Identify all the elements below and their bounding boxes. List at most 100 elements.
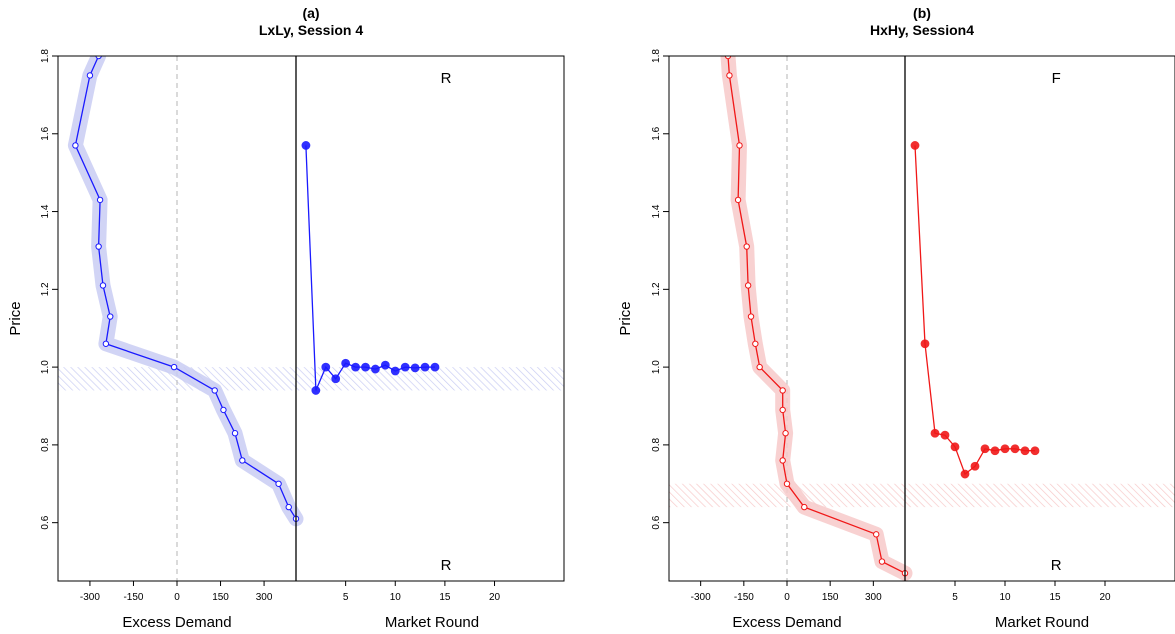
x-tick-label-left-1: -150 [123,592,143,603]
y-tick-label-0: 0.6 [651,515,662,529]
x-tick-label-right-3: 20 [1099,592,1111,603]
regime-label-bottom: R [1051,557,1062,574]
x-tick-label-left-2: 0 [784,592,790,603]
x-axis-label-left: Excess Demand [122,614,231,631]
y-tick-label-3: 1.2 [40,282,51,296]
excess-demand-point-3 [96,196,104,204]
price-point-10 [400,362,410,372]
y-tick-label-5: 1.6 [651,126,662,140]
price-point-7 [371,364,380,374]
y-tick-label-1: 0.8 [651,438,662,452]
price-point-6 [361,362,370,372]
plot-frame [668,55,1175,582]
x-tick-label-right-3: 20 [489,592,501,603]
excess-demand-point-14 [285,503,292,511]
y-tick-label-6: 1.8 [651,49,662,63]
price-point-1 [311,386,321,395]
excess-demand-point-6 [747,313,755,320]
y-tick-label-2: 1.0 [40,360,51,374]
equilibrium-band [669,483,1175,508]
excess-demand-point-13 [783,480,791,487]
x-tick-label-left-3: 150 [822,592,839,603]
excess-demand-point-4 [743,243,750,250]
x-tick-label-left-3: 150 [212,592,229,603]
price-point-3 [331,374,341,384]
excess-demand-line [727,56,906,574]
panel-label: (a) [302,5,319,21]
y-tick-label-1: 0.8 [40,438,51,452]
price-point-2 [321,362,331,372]
y-axis-label: Price [7,301,24,335]
y-tick-label-3: 1.2 [651,282,662,296]
price-point-3 [940,430,950,440]
regime-label-top: R [441,70,452,87]
price-series-line [914,145,1035,476]
price-point-10 [1010,444,1020,454]
price-point-13 [430,362,440,372]
excess-demand-point-2 [72,142,79,149]
excess-demand-point-11 [231,430,239,437]
x-axis-label-right: Market Round [385,614,479,631]
excess-demand-point-3 [734,196,742,204]
y-tick-label-4: 1.4 [651,204,662,218]
excess-demand-point-7 [102,340,110,347]
excess-demand-point-2 [736,142,743,149]
price-point-5 [351,362,360,372]
excess-demand-point-16 [878,558,886,565]
x-tick-label-right-1: 10 [999,592,1011,603]
x-tick-label-right-0: 5 [343,592,349,603]
panel-label: (b) [913,5,931,21]
excess-demand-line [74,56,297,520]
y-tick-label-0: 0.6 [40,515,51,529]
excess-demand-point-10 [220,406,227,414]
excess-demand-point-5 [744,282,752,289]
price-point-5 [960,469,970,479]
x-tick-label-left-4: 300 [256,592,273,603]
x-tick-label-left-0: -300 [691,592,711,603]
x-axis-label-left: Excess Demand [732,614,841,631]
price-point-9 [1000,444,1010,454]
price-point-12 [420,362,430,372]
x-tick-label-left-2: 0 [174,592,180,603]
price-point-4 [341,358,351,368]
excess-demand-point-8 [756,363,763,371]
price-point-4 [950,442,960,452]
regime-label-bottom: R [441,557,452,574]
excess-demand-point-1 [86,72,94,79]
x-tick-label-left-4: 300 [865,592,882,603]
excess-demand-point-15 [873,531,880,538]
x-tick-label-left-0: -300 [80,592,100,603]
excess-demand-point-9 [211,387,218,394]
excess-demand-point-13 [275,480,282,487]
chart-title: HxHy, Session4 [870,22,974,38]
excess-demand-point-4 [95,243,102,250]
price-point-8 [990,446,1000,456]
excess-demand-point-14 [801,503,808,511]
y-tick-label-5: 1.6 [40,126,51,140]
x-tick-label-left-1: -150 [734,592,754,603]
y-tick-label-4: 1.4 [40,204,51,218]
plot-area [58,56,564,581]
excess-demand-point-6 [107,313,114,320]
y-tick-label-6: 1.8 [40,49,51,63]
price-point-9 [390,366,400,376]
panel-b: (b)HxHy, Session4 0.6 0.8 1.0 1.2 1.4 1.6 1.8 Pr… [617,5,1175,631]
excess-demand-point-0 [95,56,102,60]
x-tick-label-right-0: 5 [952,592,958,603]
x-axis-label-right: Market Round [995,614,1089,631]
excess-demand-point-8 [170,363,178,371]
x-tick-label-right-2: 15 [1049,592,1061,603]
price-point-11 [1020,446,1030,456]
excess-demand-point-12 [239,457,246,464]
excess-demand-point-10 [779,406,786,414]
excess-demand-point-11 [782,430,789,437]
excess-demand-point-12 [779,457,786,464]
price-point-8 [380,360,390,370]
excess-demand-band [67,56,304,527]
plot-area [669,56,1175,581]
price-point-6 [970,461,980,471]
excess-demand-point-1 [726,72,733,79]
price-point-0 [910,141,920,150]
chart-title: LxLy, Session 4 [259,22,363,38]
